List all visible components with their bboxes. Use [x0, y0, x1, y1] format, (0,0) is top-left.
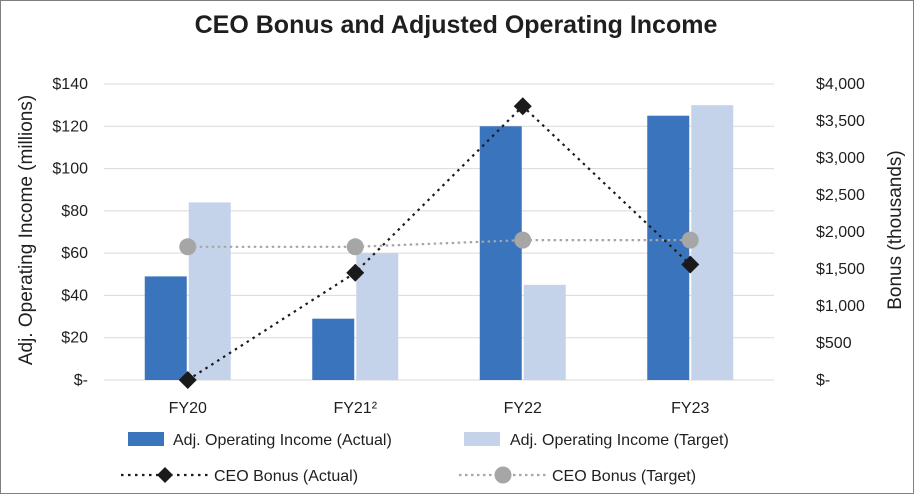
legend-diamond-marker	[157, 467, 173, 483]
y-left-tick-label: $140	[52, 76, 88, 93]
legend-swatch	[464, 432, 500, 446]
y-left-tick-label: $80	[61, 203, 88, 220]
y-right-tick-label: $3,000	[816, 150, 865, 167]
legend-circle-marker	[494, 466, 512, 484]
circle-marker	[681, 231, 699, 249]
legend: Adj. Operating Income (Actual) Adj. Opera…	[121, 432, 729, 485]
x-tick-label: FY21²	[333, 400, 377, 417]
y-left-tick-label: $20	[61, 330, 88, 347]
legend-label: CEO Bonus (Actual)	[214, 468, 358, 485]
legend-label: CEO Bonus (Target)	[552, 468, 696, 485]
legend-swatch	[128, 432, 164, 446]
y-axis-left-title: Adj. Operating Income (millions)	[16, 95, 37, 365]
y-right-tick-label: $500	[816, 335, 852, 352]
legend-label: Adj. Operating Income (Actual)	[173, 432, 392, 449]
diamond-marker	[178, 371, 197, 389]
x-tick-label: FY23	[671, 400, 709, 417]
diamond-marker	[346, 263, 365, 282]
y-left-tick-label: $60	[61, 245, 88, 262]
x-tick-label: FY22	[504, 400, 542, 417]
diamond-marker	[681, 255, 700, 274]
markers	[178, 97, 700, 389]
tick-labels: $- $20 $40 $60 $80 $100 $120 $140 $- $500 $1,000 $1…	[52, 76, 865, 417]
y-right-tick-label: $4,000	[816, 76, 865, 93]
bar	[312, 318, 355, 380]
chart-title: CEO Bonus and Adjusted Operating Income	[195, 11, 718, 39]
circle-marker	[514, 231, 532, 249]
y-left-tick-label: $-	[74, 372, 88, 389]
y-left-tick-label: $40	[61, 287, 88, 304]
bar	[144, 276, 187, 380]
circle-marker	[179, 238, 197, 256]
legend-label: Adj. Operating Income (Target)	[510, 432, 729, 449]
y-right-tick-label: $1,500	[816, 261, 865, 278]
y-left-tick-label: $100	[52, 161, 88, 178]
y-left-tick-label: $120	[52, 118, 88, 135]
series-line	[187, 239, 691, 248]
bar	[647, 115, 690, 380]
y-axis-right-title: Bonus (thousands)	[885, 150, 906, 310]
y-right-tick-label: $2,500	[816, 187, 865, 204]
bar	[523, 284, 566, 380]
circle-marker	[346, 238, 364, 256]
diamond-marker	[513, 97, 532, 116]
bar	[188, 202, 231, 380]
y-right-tick-label: $1,000	[816, 298, 865, 315]
y-right-tick-label: $3,500	[816, 113, 865, 130]
y-right-tick-label: $-	[816, 372, 830, 389]
y-right-tick-label: $2,000	[816, 224, 865, 241]
bar	[479, 126, 522, 381]
bar	[356, 253, 399, 380]
bars	[144, 105, 734, 381]
x-tick-label: FY20	[169, 400, 207, 417]
lines	[187, 104, 692, 381]
series-line	[187, 104, 692, 381]
